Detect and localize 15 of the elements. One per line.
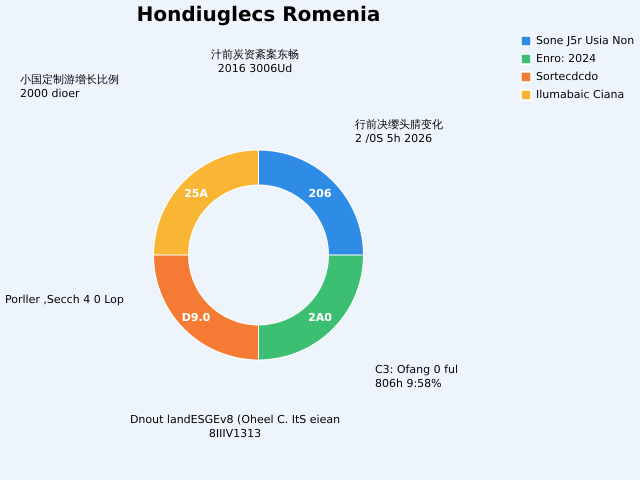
legend-label: Ilumabaic Ciana — [536, 88, 624, 101]
legend-label: Sone J5r Usia Non — [536, 34, 634, 47]
text: Dnout landESGEv8 (Oheel C. ItS eiean 8IIIV1313 — [130, 413, 340, 440]
text: 小国定制游增长比例 2000 dioer — [20, 73, 119, 100]
text: D9.0 — [182, 311, 211, 324]
text: Porller ,Secch 4 0 Lop — [5, 293, 124, 306]
text: 206 — [308, 187, 332, 200]
text: 2A0 — [308, 311, 332, 324]
text: C3: Ofang 0 ful 806h 9:58% — [375, 363, 458, 390]
text: 汁前炭资紊案东畅 2016 3006Ud — [211, 48, 299, 75]
legend-label: Sortecdcdo — [536, 70, 598, 83]
text: 25A — [184, 187, 208, 200]
legend-label: Enro: 2024 — [536, 52, 596, 65]
text: 行前决缨头腈变化 2 /0S 5h 2026 — [355, 118, 443, 145]
chart-title: Hondiuglecs Romenia — [136, 2, 380, 26]
